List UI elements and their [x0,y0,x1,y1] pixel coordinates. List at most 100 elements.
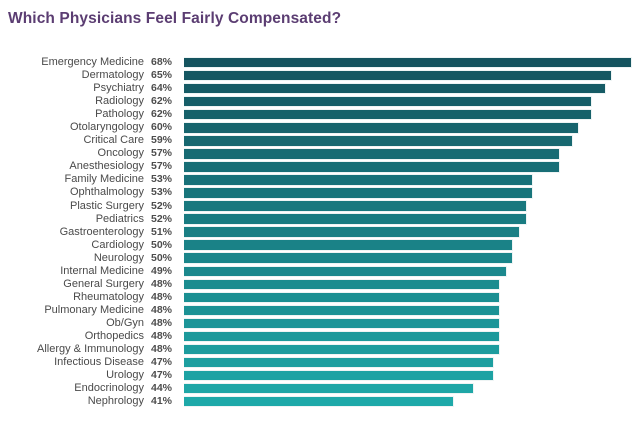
bar [184,108,593,121]
bar [184,56,632,69]
bar [184,95,593,108]
category-label: Cardiology [91,238,144,251]
bar [184,291,501,304]
chart-row: Ob/Gyn 48% [0,317,640,330]
bar-track [184,356,632,369]
chart-row: Otolaryngology 60% [0,121,640,134]
bar-track [184,291,632,304]
category-label: Anesthesiology [69,160,144,173]
value-label: 48% [151,303,173,316]
bar [184,226,520,238]
chart-row: Ophthalmology 53% [0,186,640,199]
value-label: 49% [151,264,173,277]
bar-track [184,265,632,278]
category-label: Psychiatry [93,82,144,95]
value-label: 60% [151,121,173,134]
bar-track [184,108,632,121]
category-label: Plastic Surgery [70,199,144,212]
bar-track [184,395,632,408]
value-label: 48% [151,290,173,303]
bar-track [184,382,632,395]
bar-track [184,278,632,291]
bar [184,369,494,382]
category-label: Gastroenterology [59,225,144,238]
chart-row: Orthopedics 48% [0,330,640,343]
bar [184,200,527,212]
value-label: 50% [151,251,173,264]
chart-row: Oncology 57% [0,147,640,160]
bar [184,265,507,278]
value-label: 52% [151,212,173,225]
bar-track [184,239,632,251]
chart-row: Gastroenterology 51% [0,226,640,239]
category-label: Ob/Gyn [106,316,144,329]
chart-row: Infectious Disease 47% [0,356,640,369]
bar-track [184,304,632,317]
bar [184,174,534,186]
chart-row: Nephrology 41% [0,395,640,408]
category-label: Pediatrics [95,212,144,225]
bar-track [184,148,632,160]
bar [184,304,501,317]
value-label: 64% [151,82,173,95]
chart-row: Anesthesiology 57% [0,160,640,173]
value-label: 47% [151,356,173,369]
bar [184,213,527,225]
value-label: 48% [151,316,173,329]
bar-track [184,122,632,134]
chart-row: Psychiatry 64% [0,82,640,95]
value-label: 48% [151,277,173,290]
chart-row: Internal Medicine 49% [0,265,640,278]
category-label: Radiology [95,95,144,108]
bar-track [184,252,632,264]
bar-track [184,174,632,186]
chart-row: General Surgery 48% [0,278,640,291]
chart-row: Family Medicine 53% [0,173,640,186]
value-label: 59% [151,134,173,147]
bar-track [184,200,632,212]
bar [184,161,560,173]
value-label: 50% [151,238,173,251]
category-label: Orthopedics [84,330,144,342]
value-label: 44% [151,382,173,395]
bar [184,343,501,356]
value-label: 48% [151,343,173,356]
category-label: Neurology [93,251,144,264]
bar-track [184,330,632,343]
value-label: 47% [151,369,173,382]
category-label: Critical Care [83,134,144,147]
bar-track [184,56,632,69]
bar [184,330,501,343]
category-label: Family Medicine [64,173,144,186]
bar-track [184,95,632,108]
chart-row: Dermatology 65% [0,69,640,82]
category-label: Allergy & Immunology [37,343,144,356]
value-label: 65% [151,69,173,82]
value-label: 41% [151,395,173,408]
value-label: 57% [151,160,173,173]
chart-row: Critical Care 59% [0,134,640,147]
bar-track [184,226,632,238]
category-label: Otolaryngology [70,121,144,134]
category-label: Emergency Medicine [41,56,144,69]
bar-track [184,343,632,356]
value-label: 53% [151,186,173,199]
category-label: Pathology [95,108,144,121]
bar-track [184,317,632,330]
chart-title: Which Physicians Feel Fairly Compensated… [8,10,342,27]
value-label: 68% [151,56,173,69]
bar-track [184,69,632,82]
bar [184,239,514,251]
bar-chart: Emergency Medicine 68% Dermatology 65% Psych… [0,56,640,408]
chart-row: Pathology 62% [0,108,640,121]
chart-row: Allergy & Immunology 48% [0,343,640,356]
bar [184,382,474,395]
bar [184,69,613,82]
category-label: Rheumatology [73,290,144,303]
chart-row: Endocrinology 44% [0,382,640,395]
bar [184,187,534,199]
chart-row: Radiology 62% [0,95,640,108]
bar [184,356,494,369]
bar [184,278,501,291]
